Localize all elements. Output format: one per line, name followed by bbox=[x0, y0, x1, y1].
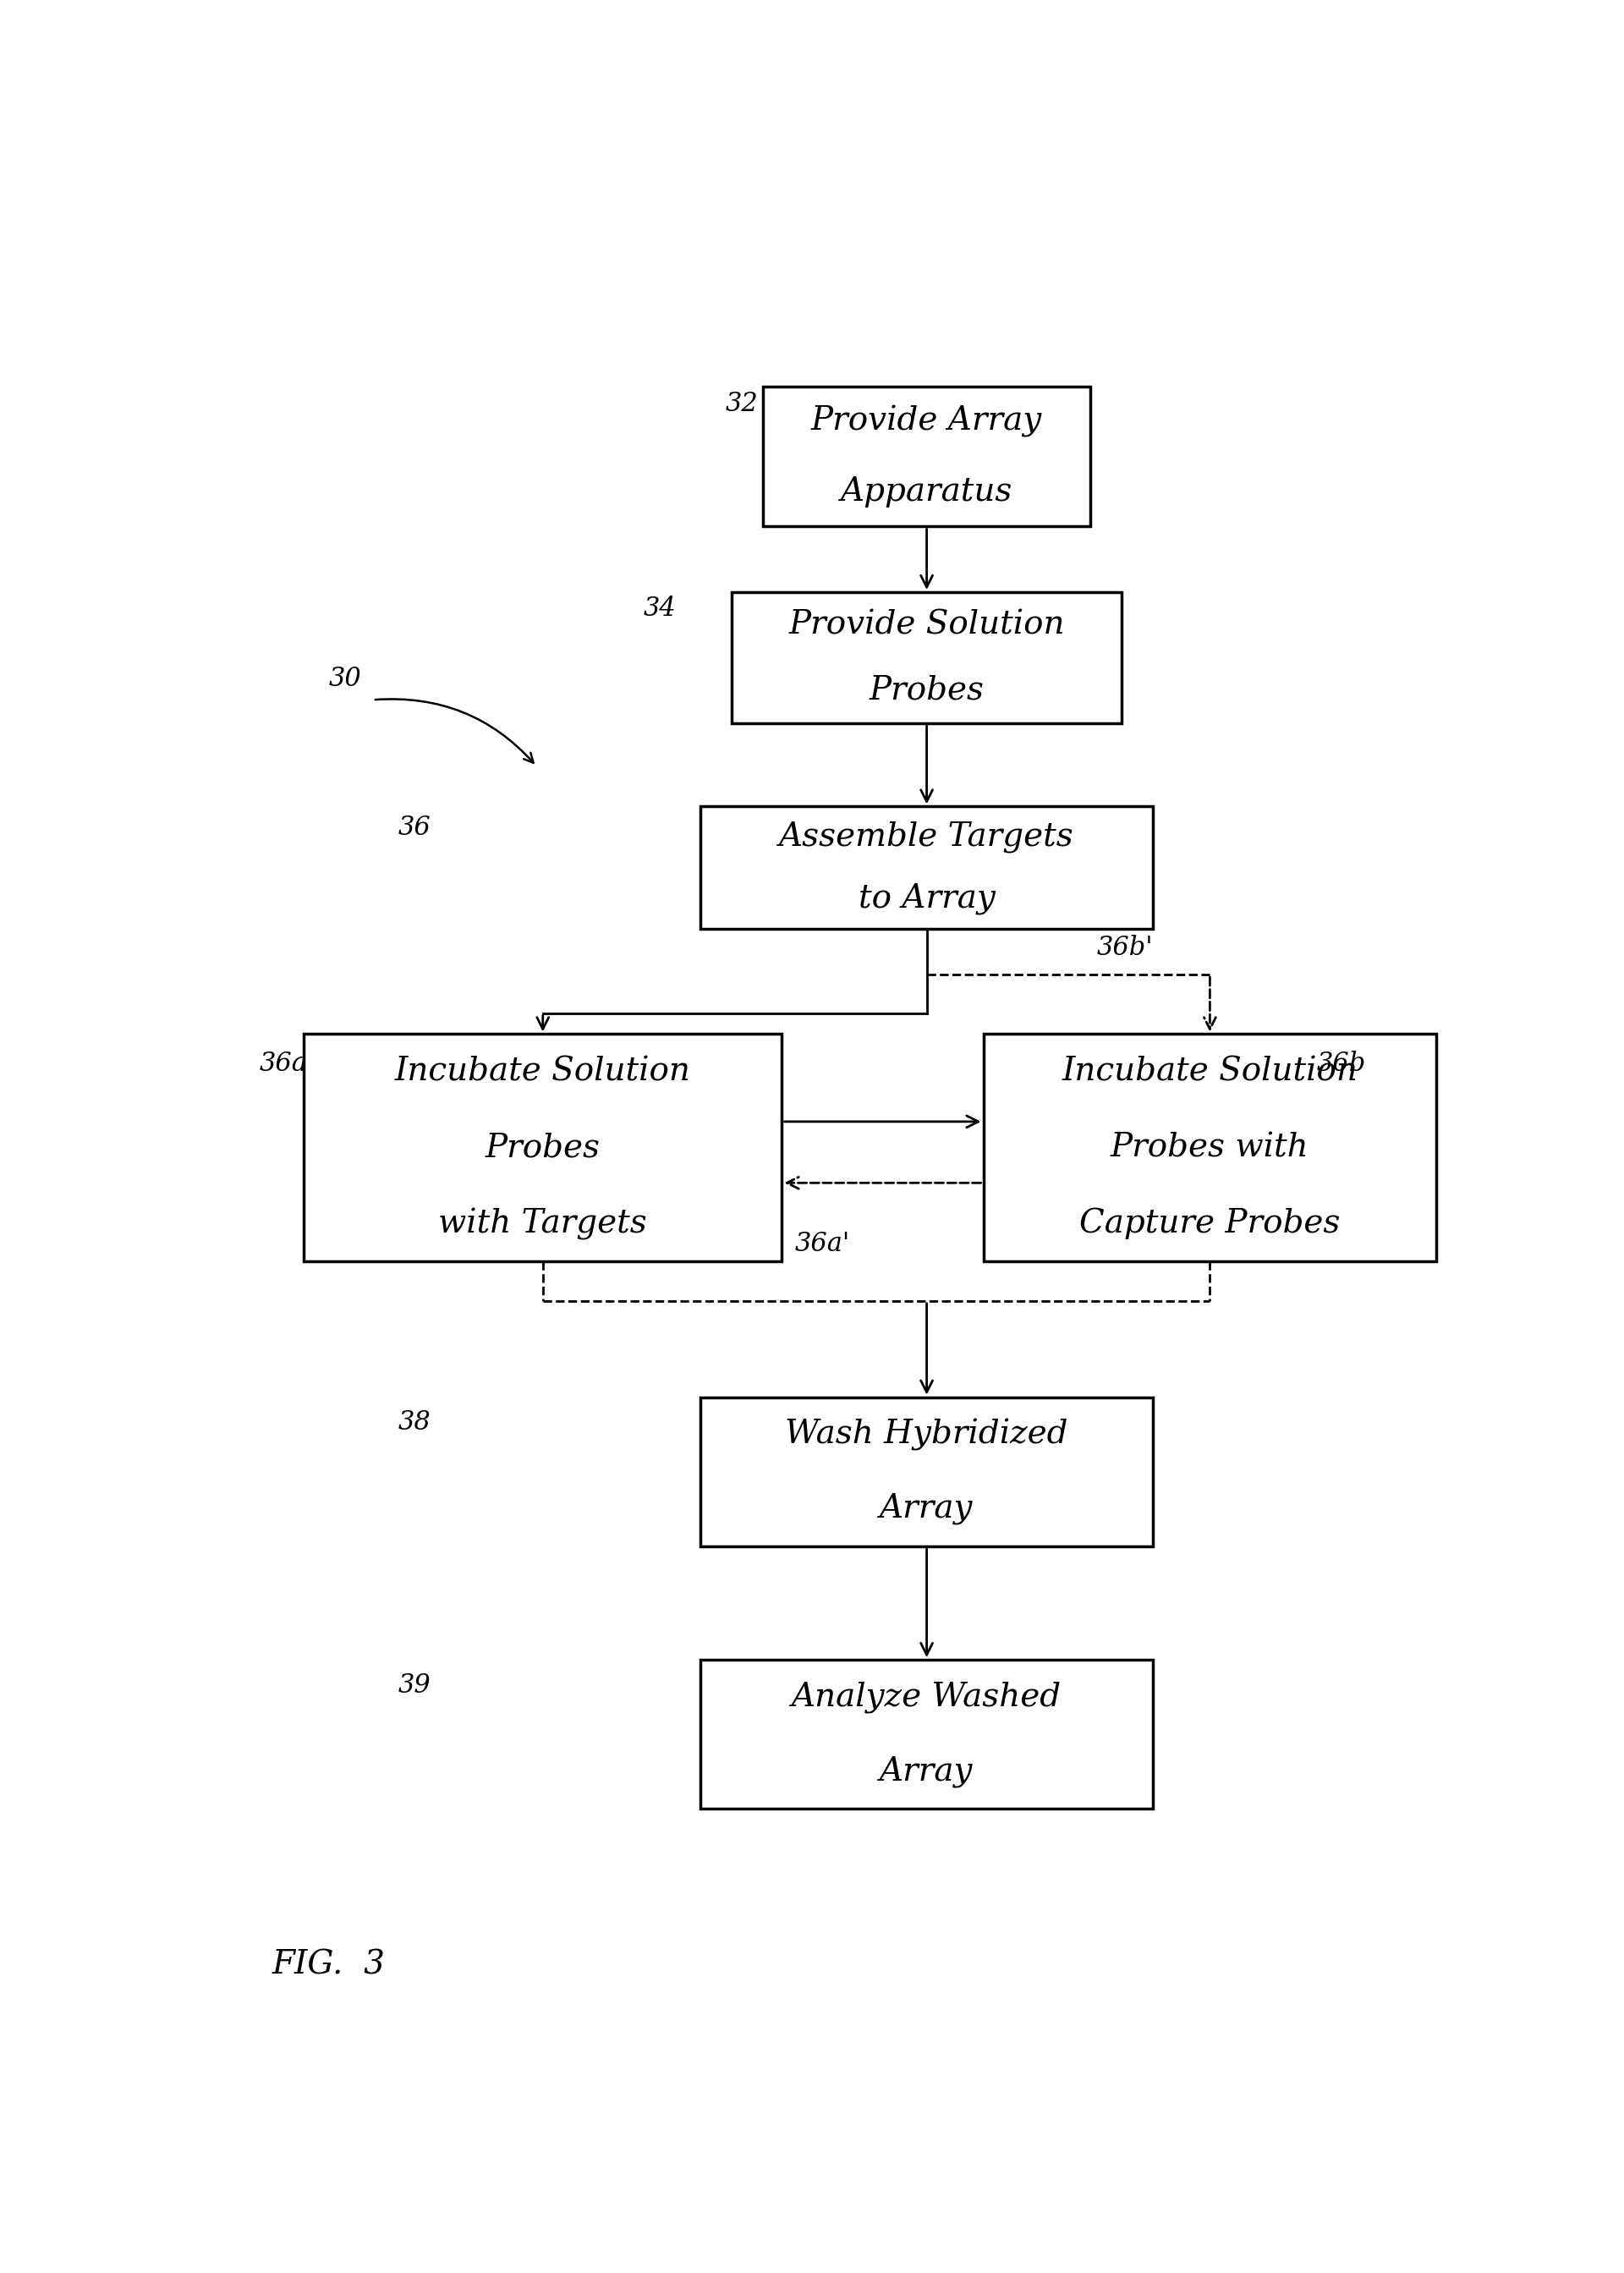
FancyBboxPatch shape bbox=[700, 1659, 1153, 1809]
Text: Array: Array bbox=[880, 1493, 973, 1525]
Text: Analyze Washed: Analyze Washed bbox=[793, 1682, 1062, 1714]
Text: Array: Array bbox=[880, 1755, 973, 1787]
FancyBboxPatch shape bbox=[700, 807, 1153, 930]
Text: 36b': 36b' bbox=[1096, 934, 1153, 961]
Text: 36a: 36a bbox=[260, 1050, 307, 1077]
Text: with Targets: with Targets bbox=[438, 1207, 648, 1239]
FancyBboxPatch shape bbox=[984, 1034, 1437, 1262]
FancyBboxPatch shape bbox=[763, 386, 1090, 527]
FancyBboxPatch shape bbox=[304, 1034, 783, 1262]
Text: to Array: to Array bbox=[857, 882, 996, 914]
Text: Incubate Solution: Incubate Solution bbox=[395, 1057, 690, 1089]
Text: Probes with: Probes with bbox=[1111, 1132, 1309, 1164]
Text: Provide Array: Provide Array bbox=[810, 405, 1043, 439]
FancyArrowPatch shape bbox=[375, 700, 533, 764]
Text: Assemble Targets: Assemble Targets bbox=[780, 821, 1073, 852]
Text: Capture Probes: Capture Probes bbox=[1080, 1207, 1340, 1239]
Text: Provide Solution: Provide Solution bbox=[789, 609, 1065, 641]
Text: Wash Hybridized: Wash Hybridized bbox=[786, 1418, 1069, 1450]
Text: Probes: Probes bbox=[869, 675, 984, 707]
Text: 34: 34 bbox=[643, 596, 676, 623]
Text: 30: 30 bbox=[328, 666, 362, 691]
Text: 36a': 36a' bbox=[794, 1232, 849, 1257]
Text: FIG.  3: FIG. 3 bbox=[273, 1950, 385, 1980]
Text: 36b: 36b bbox=[1317, 1050, 1366, 1077]
Text: 38: 38 bbox=[398, 1409, 430, 1437]
Text: Incubate Solution: Incubate Solution bbox=[1062, 1057, 1358, 1089]
Text: 39: 39 bbox=[398, 1673, 430, 1698]
Text: Probes: Probes bbox=[486, 1132, 601, 1164]
Text: Apparatus: Apparatus bbox=[841, 475, 1013, 507]
FancyBboxPatch shape bbox=[700, 1398, 1153, 1546]
Text: 32: 32 bbox=[726, 391, 758, 418]
Text: 36: 36 bbox=[398, 814, 430, 841]
FancyBboxPatch shape bbox=[731, 593, 1122, 723]
